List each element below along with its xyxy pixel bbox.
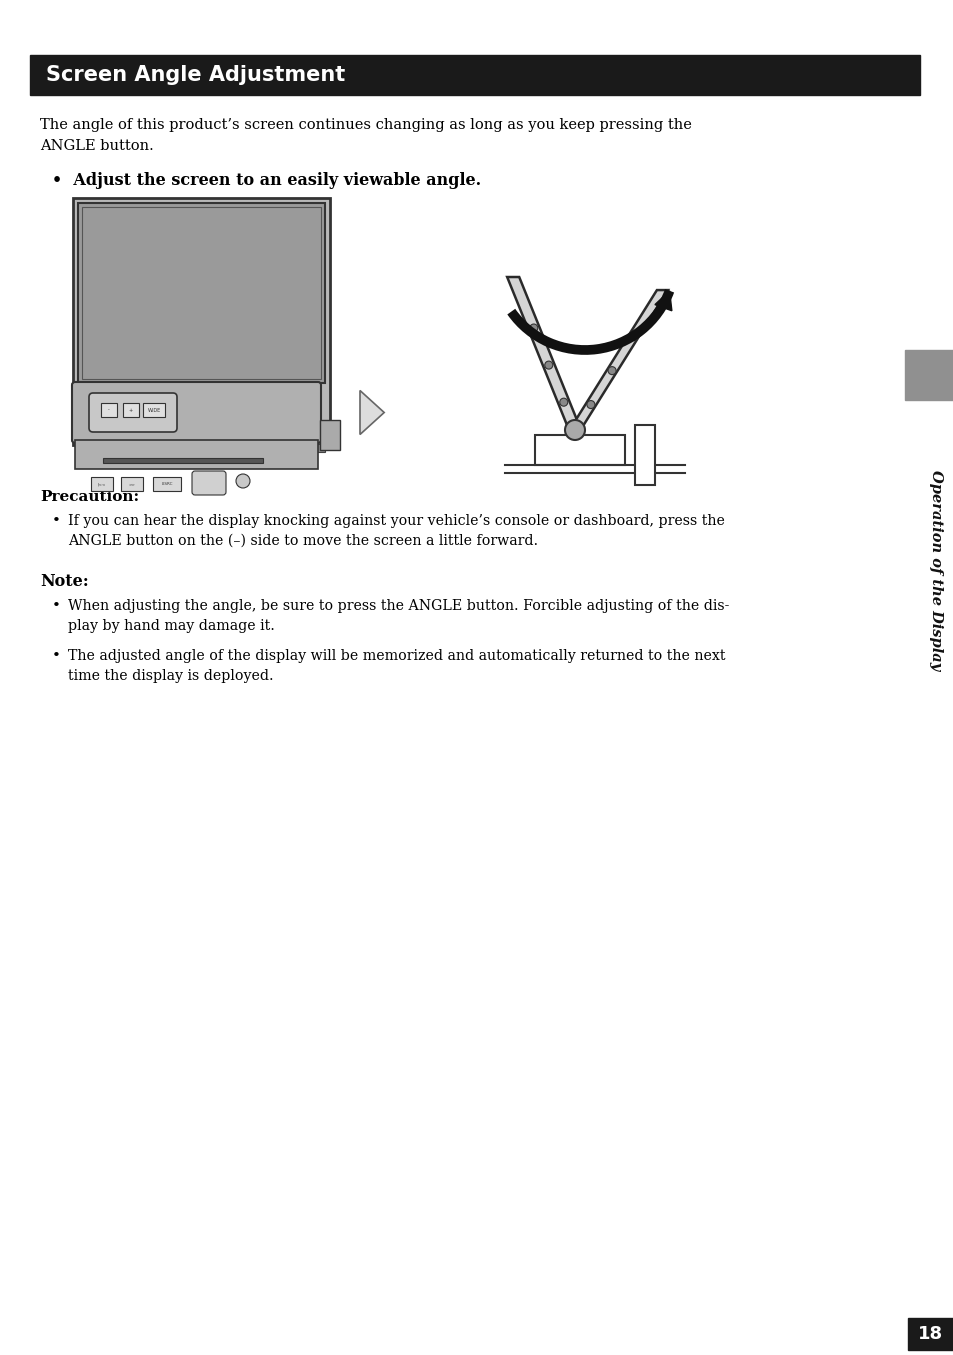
Text: •  Adjust the screen to an easily viewable angle.: • Adjust the screen to an easily viewabl… — [52, 172, 480, 188]
Bar — [78, 444, 325, 453]
Bar — [123, 402, 139, 417]
Bar — [121, 477, 143, 491]
Circle shape — [629, 333, 637, 340]
Circle shape — [564, 420, 584, 440]
Bar — [904, 350, 953, 400]
Text: -: - — [108, 408, 110, 412]
Text: +: + — [129, 408, 132, 412]
Bar — [91, 477, 112, 491]
FancyBboxPatch shape — [89, 393, 177, 432]
Bar — [535, 435, 624, 465]
Bar — [103, 458, 263, 463]
Bar — [907, 1318, 953, 1350]
Circle shape — [559, 398, 567, 406]
Bar — [635, 425, 655, 485]
FancyBboxPatch shape — [71, 382, 320, 443]
Bar — [73, 198, 330, 444]
Text: LISRC: LISRC — [161, 482, 172, 486]
Text: Screen Angle Adjustment: Screen Angle Adjustment — [46, 65, 345, 85]
Circle shape — [544, 360, 552, 369]
Text: •: • — [52, 514, 61, 528]
Bar — [30, 56, 919, 95]
Text: If you can hear the display knocking against your vehicle’s console or dashboard: If you can hear the display knocking aga… — [68, 514, 724, 547]
FancyBboxPatch shape — [192, 472, 226, 495]
Text: Precaution:: Precaution: — [40, 491, 139, 504]
Bar — [78, 203, 325, 383]
Text: 18: 18 — [918, 1325, 943, 1343]
Text: The adjusted angle of the display will be memorized and automatically returned t: The adjusted angle of the display will b… — [68, 649, 724, 683]
Circle shape — [607, 367, 616, 374]
Bar — [82, 207, 320, 379]
Bar — [143, 402, 165, 417]
Circle shape — [586, 401, 595, 409]
Text: •: • — [52, 599, 61, 612]
Bar — [152, 477, 181, 491]
Text: |<<: |<< — [98, 482, 106, 486]
Text: WIDE: WIDE — [147, 408, 160, 412]
Bar — [319, 420, 339, 450]
Text: When adjusting the angle, be sure to press the ANGLE button. Forcible adjusting : When adjusting the angle, be sure to pre… — [68, 599, 729, 633]
Text: •: • — [52, 649, 61, 663]
Polygon shape — [507, 276, 580, 430]
Text: The angle of this product’s screen continues changing as long as you keep pressi: The angle of this product’s screen conti… — [40, 118, 691, 153]
Polygon shape — [655, 291, 671, 310]
Text: Note:: Note: — [40, 573, 89, 589]
Text: Operation of the Display: Operation of the Display — [928, 470, 942, 671]
Polygon shape — [359, 390, 384, 435]
Circle shape — [529, 324, 537, 332]
Bar — [101, 402, 117, 417]
Bar — [75, 440, 317, 469]
Circle shape — [235, 474, 250, 488]
Text: >>: >> — [129, 482, 135, 486]
Polygon shape — [569, 290, 667, 430]
